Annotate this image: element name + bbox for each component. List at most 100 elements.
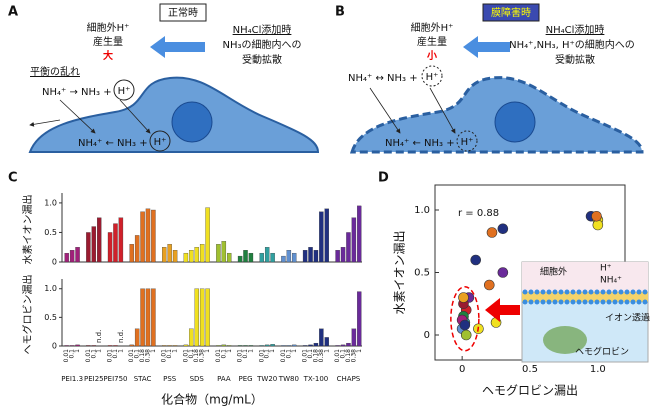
x-tick-label: 0.01: [161, 349, 168, 363]
inset-outside: [522, 262, 648, 292]
lipid: [624, 299, 630, 305]
lipid: [618, 299, 624, 305]
x-tick-label: 0.1: [69, 349, 76, 359]
bar: [313, 250, 319, 263]
bar: [183, 344, 189, 347]
equation: NH₄⁺ ← NH₃ +: [78, 138, 148, 149]
lipid: [528, 299, 534, 305]
point: [470, 254, 482, 266]
equation: H⁺: [118, 86, 131, 97]
lipid: [636, 289, 642, 295]
bar: [264, 247, 270, 263]
bar: [302, 345, 308, 347]
x-tick-label: 0.1: [285, 349, 292, 359]
equation: NH₄⁺ ← NH₃ +: [385, 138, 455, 149]
arrow: [119, 99, 151, 134]
state-box: [482, 3, 540, 22]
bar: [199, 288, 205, 347]
x-tick-label: 0.38: [199, 349, 206, 363]
bar: [346, 342, 351, 347]
bar: [308, 247, 313, 263]
x-tick-label: 0.01: [280, 349, 287, 363]
bar: [167, 345, 172, 347]
x-tick-label: 0.18: [193, 349, 200, 363]
bar: [357, 291, 362, 347]
arrow: [59, 99, 96, 134]
bar: [172, 345, 178, 347]
lipid: [576, 289, 582, 295]
bar: [243, 345, 248, 347]
label: 平衡の乱れ: [30, 66, 80, 78]
x-tick-label: 0.18: [345, 349, 352, 363]
x-tick-label: 0.01: [302, 349, 309, 363]
circle: [149, 130, 171, 152]
x-tick-label: 0.01: [63, 349, 70, 363]
arrow: [463, 36, 510, 58]
x-tick-label: 0.01: [85, 349, 92, 363]
lipid: [522, 299, 528, 305]
label: 産生量: [417, 35, 447, 48]
bar: [134, 235, 140, 263]
lipid: [534, 289, 540, 295]
x-tick-label: 1: [269, 349, 276, 353]
nucleus: [494, 101, 536, 143]
lipid: [630, 289, 636, 295]
inset-label: 細胞外: [540, 266, 567, 278]
lipid: [528, 289, 534, 295]
y-tick-label: 0: [424, 330, 430, 341]
panel-a: A 正常時 細胞外H⁺ 産生量 大 NH₄Cl添加時 NH₃の細胞内への 受動拡…: [8, 3, 320, 153]
lipid: [582, 289, 588, 295]
lipid: [522, 289, 528, 295]
panel-label: B: [335, 5, 345, 20]
x-tick-label: 1: [291, 349, 298, 353]
bar: [151, 288, 156, 347]
lipid: [552, 289, 558, 295]
lipid: [588, 299, 594, 305]
panel-label: C: [8, 171, 18, 186]
lipid: [594, 299, 600, 305]
bar: [270, 344, 275, 347]
y-tick-label: 1.0: [44, 198, 57, 207]
lipid: [546, 289, 552, 295]
bar: [286, 345, 292, 347]
bar: [194, 247, 199, 263]
lipid: [570, 289, 576, 295]
x-tick-label: 0.01: [258, 349, 265, 363]
lipid: [564, 299, 570, 305]
lipid: [576, 299, 582, 305]
value-label: n.d.: [117, 330, 125, 343]
y-axis-label: 水素イオン漏出: [393, 230, 407, 314]
point: [497, 223, 509, 235]
bar: [335, 250, 340, 263]
x-tick-label: 0.01: [107, 349, 114, 363]
x-tick-label: 0.1: [112, 349, 119, 359]
bar: [248, 252, 254, 263]
x-tick-label: 0.38: [318, 349, 325, 363]
label: 小: [426, 49, 437, 62]
point: [486, 227, 498, 238]
inset-label: ヘモグロビン: [575, 346, 629, 358]
lipid: [618, 289, 624, 295]
y-tick-label: 0: [52, 342, 57, 351]
group-label: PAA: [217, 375, 231, 383]
bar: [75, 344, 80, 347]
point: [459, 319, 471, 331]
bar: [248, 345, 254, 347]
label: 細胞外H⁺: [411, 21, 454, 34]
panel-label: A: [8, 5, 18, 20]
equation: H⁺: [461, 137, 474, 148]
bar: [227, 252, 232, 263]
annotation: r = 0.88: [458, 208, 499, 219]
inset-label: NH₄⁺: [600, 276, 622, 286]
y-tick-label: 0: [52, 258, 57, 267]
x-tick-label: 1: [96, 349, 103, 353]
lipid: [534, 299, 540, 305]
bar: [227, 345, 232, 347]
bar: [351, 328, 357, 347]
bar: [189, 328, 194, 347]
x-tick-label: 1: [356, 349, 363, 353]
equation: H⁺: [426, 72, 439, 83]
equation: H⁺: [154, 137, 167, 148]
bar: [302, 250, 308, 263]
